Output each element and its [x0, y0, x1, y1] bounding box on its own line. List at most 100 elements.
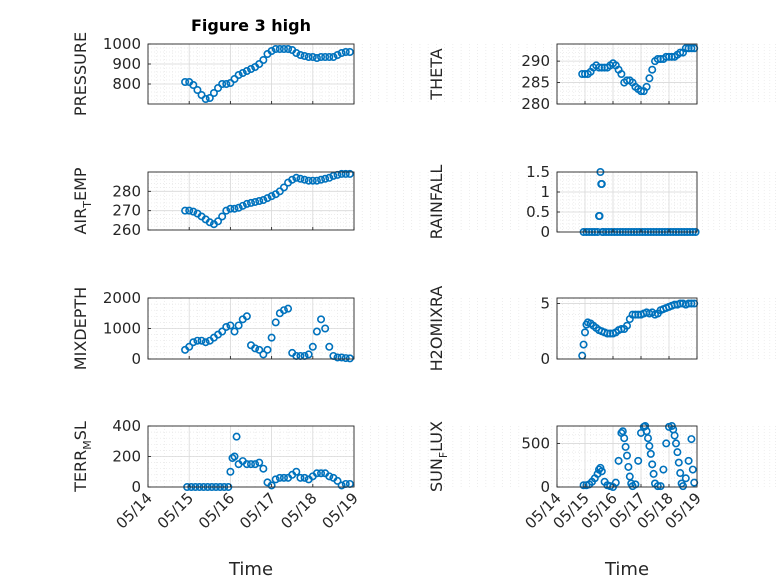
data-point	[226, 467, 235, 476]
data-point	[247, 198, 256, 207]
data-point	[214, 217, 223, 226]
data-point	[625, 472, 634, 481]
x-axis-label: Time	[604, 559, 649, 580]
data-point	[611, 478, 620, 487]
data-point	[185, 342, 194, 351]
data-point	[687, 44, 696, 53]
data-point	[662, 52, 671, 61]
data-point	[656, 482, 665, 491]
axes-background	[148, 44, 354, 104]
x-tick-label: 05/18	[277, 489, 320, 532]
data-point	[645, 442, 654, 451]
data-point	[662, 439, 671, 448]
data-point	[271, 318, 280, 327]
data-point	[267, 46, 276, 55]
data-point	[222, 206, 231, 215]
y-axis-label: MIXDEPTH	[71, 287, 90, 370]
data-point	[255, 59, 264, 68]
data-point	[345, 354, 354, 363]
y-tick-label: 1.5	[526, 163, 550, 181]
data-point	[580, 328, 589, 337]
data-point	[255, 458, 264, 467]
data-point	[622, 451, 631, 460]
data-point	[218, 212, 227, 221]
data-point	[341, 169, 350, 178]
data-point	[189, 338, 198, 347]
data-point	[317, 469, 326, 478]
y-tick-label: 2000	[103, 289, 141, 307]
y-tick-label: 500	[521, 434, 550, 452]
data-point	[597, 467, 606, 476]
data-point	[325, 342, 334, 351]
data-point	[687, 299, 696, 308]
data-point	[659, 465, 668, 474]
data-point	[259, 350, 268, 359]
y-tick-label: 260	[112, 221, 141, 239]
data-point	[578, 70, 587, 79]
data-markers	[578, 44, 699, 96]
data-point	[300, 473, 309, 482]
data-point	[251, 197, 260, 206]
data-point	[317, 315, 326, 324]
data-markers	[579, 421, 699, 491]
data-point	[242, 460, 251, 469]
data-point	[232, 432, 241, 441]
y-axis-label: H2OMIXRA	[427, 286, 446, 372]
data-point	[189, 81, 198, 90]
y-tick-label: 900	[112, 55, 141, 73]
data-point	[230, 452, 239, 461]
axes-box	[556, 297, 698, 360]
data-point	[267, 481, 276, 490]
data-point	[284, 304, 293, 313]
data-point	[325, 472, 334, 481]
data-point	[296, 174, 305, 183]
data-point	[321, 324, 330, 333]
data-point	[230, 204, 239, 213]
data-point	[622, 321, 631, 330]
data-point	[620, 434, 629, 443]
data-point	[284, 44, 293, 53]
y-tick-label: 5	[540, 295, 550, 313]
data-point	[321, 52, 330, 61]
data-point	[688, 465, 697, 474]
data-point	[209, 89, 218, 98]
data-point	[317, 175, 326, 184]
data-point	[251, 344, 260, 353]
data-point	[201, 338, 210, 347]
data-point	[621, 442, 630, 451]
data-point	[618, 427, 627, 436]
data-point	[300, 175, 309, 184]
data-markers	[578, 299, 699, 360]
data-point	[292, 467, 301, 476]
data-point	[642, 427, 651, 436]
data-point	[329, 171, 338, 180]
data-point	[279, 473, 288, 482]
data-point	[312, 53, 321, 62]
data-point	[267, 333, 276, 342]
data-point	[594, 63, 603, 72]
data-point	[317, 52, 326, 61]
data-point	[247, 65, 256, 74]
subplot-h2omixra: 0 5 H2OMIXRA	[427, 286, 776, 372]
data-markers	[181, 169, 354, 229]
data-point	[312, 176, 321, 185]
y-tick-label: 0	[540, 350, 550, 368]
y-tick-label: 280	[521, 95, 550, 113]
data-point	[238, 201, 247, 210]
data-point	[642, 82, 651, 91]
data-point	[676, 48, 685, 57]
data-point	[646, 449, 655, 458]
data-point	[634, 456, 643, 465]
y-tick-label: 0	[131, 350, 141, 368]
x-tick-label: 05/15	[154, 489, 197, 532]
data-point	[279, 44, 288, 53]
data-point	[673, 448, 682, 457]
data-point	[648, 460, 657, 469]
data-point	[597, 180, 606, 189]
data-point	[329, 52, 338, 61]
data-point	[636, 87, 645, 96]
data-point	[242, 67, 251, 76]
data-point	[226, 79, 235, 88]
data-point	[201, 95, 210, 104]
